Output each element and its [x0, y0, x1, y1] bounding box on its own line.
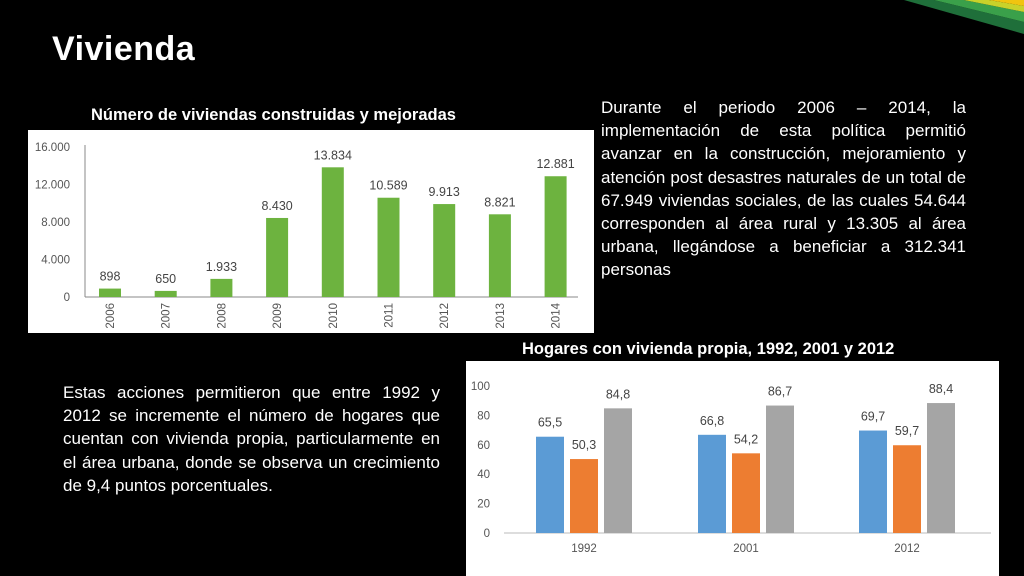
bar-value-label: 8.430: [261, 199, 292, 213]
chart-title-viviendas: Número de viviendas construidas y mejora…: [91, 106, 456, 124]
bar-value-label: 12.881: [536, 157, 574, 171]
bar: [99, 288, 121, 297]
chart-viviendas: 0 4.000 8.000 12.000 16.000 898 2006 650 2007 1.9…: [28, 130, 594, 333]
bar: [698, 434, 726, 533]
paragraph-bottom: Estas acciones permitieron que entre 199…: [63, 383, 440, 495]
bar: [766, 405, 794, 533]
bar: [544, 176, 567, 297]
y-tick-label: 60: [477, 440, 490, 452]
bar: [210, 278, 233, 297]
bar-value-label: 88,4: [929, 382, 953, 396]
bar-value-label: 54,2: [734, 432, 758, 446]
x-tick-label: 2007: [161, 303, 173, 329]
bar-value-label: 8.821: [484, 195, 515, 209]
bar: [488, 214, 511, 297]
bar-value-label: 86,7: [768, 385, 792, 399]
bar-value-label: 1.933: [206, 260, 237, 274]
slide-title: Vivienda: [52, 30, 196, 68]
chart-title-hogares: Hogares con vivienda propia, 1992, 2001 …: [522, 340, 895, 358]
bar-value-label: 898: [100, 270, 121, 284]
x-tick-label: 2006: [105, 303, 117, 329]
bar-value-label: 650: [155, 272, 176, 286]
y-tick-label: 40: [477, 469, 490, 481]
y-tick-label: 16.000: [35, 142, 70, 154]
bar-value-label: 10.589: [369, 179, 407, 193]
x-tick-label: 2012: [894, 543, 920, 555]
bar-value-label: 84,8: [606, 387, 630, 401]
bar-value-label: 69,7: [861, 410, 885, 424]
bar: [433, 204, 456, 297]
bar: [859, 430, 887, 533]
y-tick-label: 4.000: [41, 255, 70, 267]
bar: [266, 217, 289, 297]
x-tick-label: 2008: [216, 303, 228, 329]
bar: [570, 459, 598, 533]
y-tick-label: 0: [484, 528, 490, 540]
x-tick-label: 2001: [733, 543, 759, 555]
bar-value-label: 66,8: [700, 414, 724, 428]
chart-hogares-svg: 0 20 40 60 80 100 65,5 50,3 84,8 1992 66,8 54,2 86,7…: [471, 381, 991, 555]
x-tick-label: 2011: [384, 303, 396, 328]
paragraph-top: Durante el periodo 2006 – 2014, la imple…: [601, 98, 966, 280]
decorative-stripes: [904, 0, 1024, 34]
x-tick-label: 2009: [272, 303, 284, 329]
bar-value-label: 13.834: [314, 148, 352, 162]
x-tick-label: 2014: [551, 302, 563, 328]
bar: [927, 403, 955, 533]
bar: [154, 290, 177, 297]
bar: [604, 408, 632, 533]
y-tick-label: 20: [477, 499, 490, 511]
bar-value-label: 65,5: [538, 416, 562, 430]
y-tick-label: 8.000: [41, 217, 70, 229]
bar-value-label: 50,3: [572, 438, 596, 452]
x-tick-label: 2013: [495, 303, 507, 329]
y-tick-label: 80: [477, 410, 490, 422]
x-tick-label: 2012: [439, 303, 451, 329]
bar-value-label: 59,7: [895, 424, 919, 438]
chart-hogares: 0 20 40 60 80 100 65,5 50,3 84,8 1992 66,8 54,2 86,7…: [466, 361, 999, 576]
y-tick-label: 0: [64, 292, 70, 304]
y-tick-label: 100: [471, 381, 490, 393]
bar: [732, 453, 760, 533]
x-tick-label: 1992: [571, 543, 597, 555]
bar: [893, 445, 921, 533]
bar: [377, 197, 400, 297]
bar: [321, 167, 344, 297]
bar-value-label: 9.913: [429, 185, 460, 199]
y-tick-label: 12.000: [35, 180, 70, 192]
bar: [536, 436, 564, 533]
chart-viviendas-svg: 0 4.000 8.000 12.000 16.000 898 2006 650 2007 1.9…: [35, 142, 578, 329]
x-tick-label: 2010: [328, 303, 340, 329]
